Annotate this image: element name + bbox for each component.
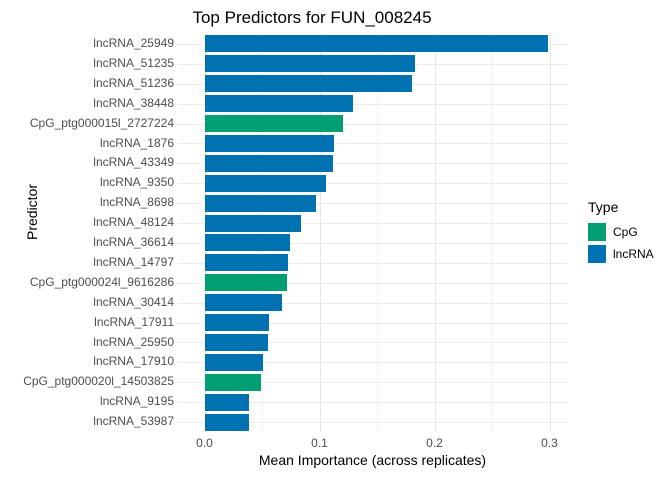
y-label-CpG_ptg000015l_2727224: CpG_ptg000015l_2727224 (29, 115, 174, 130)
y-label-lncRNA_43349: lncRNA_43349 (93, 155, 174, 170)
gridline-row-15 (178, 342, 567, 344)
gridline-row-3 (178, 103, 567, 105)
gridline-row-16 (178, 362, 567, 364)
y-axis-labels: lncRNA_25949 lncRNA_51235 lncRNA_51236 lncR… (0, 34, 174, 432)
gridline-row-12 (178, 282, 567, 284)
y-label-CpG_ptg000020l_14503825: CpG_ptg000020l_14503825 (23, 374, 174, 389)
y-label-lncRNA_1876: lncRNA_1876 (99, 135, 174, 150)
y-label-lncRNA_38448: lncRNA_38448 (93, 95, 174, 110)
bar-CpG_ptg000015l_2727224 (204, 115, 343, 133)
gridline-row-19 (178, 422, 567, 424)
gridline-major-x-0.1 (319, 34, 321, 432)
plot-panel (178, 34, 567, 432)
bar-lncRNA_51235 (204, 55, 415, 73)
gridline-row-11 (178, 262, 567, 264)
bar-lncRNA_8698 (204, 194, 317, 212)
y-label-lncRNA_14797: lncRNA_14797 (93, 254, 174, 269)
gridline-row-14 (178, 322, 567, 324)
y-label-lncRNA_51235: lncRNA_51235 (93, 55, 174, 70)
legend: Type CpG lncRNA (588, 199, 654, 267)
y-label-lncRNA_36614: lncRNA_36614 (93, 235, 174, 249)
bar-lncRNA_14797 (204, 254, 289, 272)
bar-lncRNA_30414 (204, 294, 282, 312)
x-tick-0.0: 0.0 (196, 436, 213, 450)
y-label-lncRNA_30414: lncRNA_30414 (93, 294, 174, 309)
bar-lncRNA_25950 (204, 333, 268, 351)
gridline-row-4 (178, 123, 567, 125)
y-label-lncRNA_48124: lncRNA_48124 (93, 215, 174, 230)
x-axis-title: Mean Importance (across replicates) (258, 452, 487, 468)
y-label-lncRNA_9195: lncRNA_9195 (99, 394, 174, 409)
x-tick-0.2: 0.2 (426, 436, 443, 450)
x-tick-0.1: 0.1 (311, 436, 328, 450)
y-label-lncRNA_51236: lncRNA_51236 (93, 75, 174, 90)
gridline-row-13 (178, 302, 567, 304)
bar-lncRNA_53987 (204, 413, 250, 431)
gridline-row-9 (178, 223, 567, 225)
bar-lncRNA_38448 (204, 95, 353, 113)
legend-label-cpg: CpG (613, 225, 638, 239)
bar-lncRNA_9195 (204, 393, 250, 411)
gridline-minor-x-0.15 (377, 34, 378, 432)
gridline-major-x-0.3 (549, 34, 551, 432)
bar-lncRNA_36614 (204, 234, 290, 252)
cpg-color-swatch (588, 223, 606, 241)
bar-lncRNA_25949 (204, 35, 549, 53)
chart-title: Top Predictors for FUN_008245 (192, 8, 432, 27)
legend-label-lncrna: lncRNA (613, 247, 654, 261)
bar-lncRNA_17910 (204, 353, 264, 371)
lncrna-color-swatch (588, 245, 606, 263)
y-label-lncRNA_17910: lncRNA_17910 (93, 354, 174, 369)
legend-title: Type (588, 199, 619, 215)
gridline-minor-x-0.25 (492, 34, 493, 432)
gridline-row-10 (178, 242, 567, 244)
y-label-lncRNA_17911: lncRNA_17911 (94, 314, 174, 329)
bar-CpG_ptg000024l_9616286 (204, 274, 288, 292)
bar-lncRNA_51236 (204, 75, 412, 93)
bar-lncRNA_48124 (204, 214, 302, 232)
bar-lncRNA_1876 (204, 134, 335, 152)
gridline-row-5 (178, 143, 567, 145)
y-label-lncRNA_25949: lncRNA_25949 (93, 36, 174, 50)
gridline-row-17 (178, 382, 567, 384)
legend-item-lncrna: lncRNA (588, 245, 654, 263)
x-tick-0.3: 0.3 (541, 436, 558, 450)
bar-lncRNA_17911 (204, 314, 269, 332)
gridline-major-x-0 (204, 34, 206, 432)
bar-lncRNA_9350 (204, 174, 327, 192)
gridline-major-x-0.2 (434, 34, 436, 432)
y-label-lncRNA_53987: lncRNA_53987 (93, 414, 174, 429)
y-label-CpG_ptg000024l_9616286: CpG_ptg000024l_9616286 (29, 274, 174, 289)
y-label-lncRNA_9350: lncRNA_9350 (99, 175, 174, 190)
bar-CpG_ptg000020l_14503825 (204, 373, 261, 391)
gridline-row-6 (178, 163, 567, 165)
y-label-lncRNA_25950: lncRNA_25950 (93, 334, 174, 349)
y-label-lncRNA_8698: lncRNA_8698 (99, 195, 174, 210)
gridline-minor-x-0.05 (262, 34, 263, 432)
gridline-row-7 (178, 183, 567, 185)
bar-lncRNA_43349 (204, 154, 334, 172)
legend-item-cpg: CpG (588, 223, 654, 241)
gridline-row-8 (178, 203, 567, 205)
gridline-row-18 (178, 402, 567, 404)
